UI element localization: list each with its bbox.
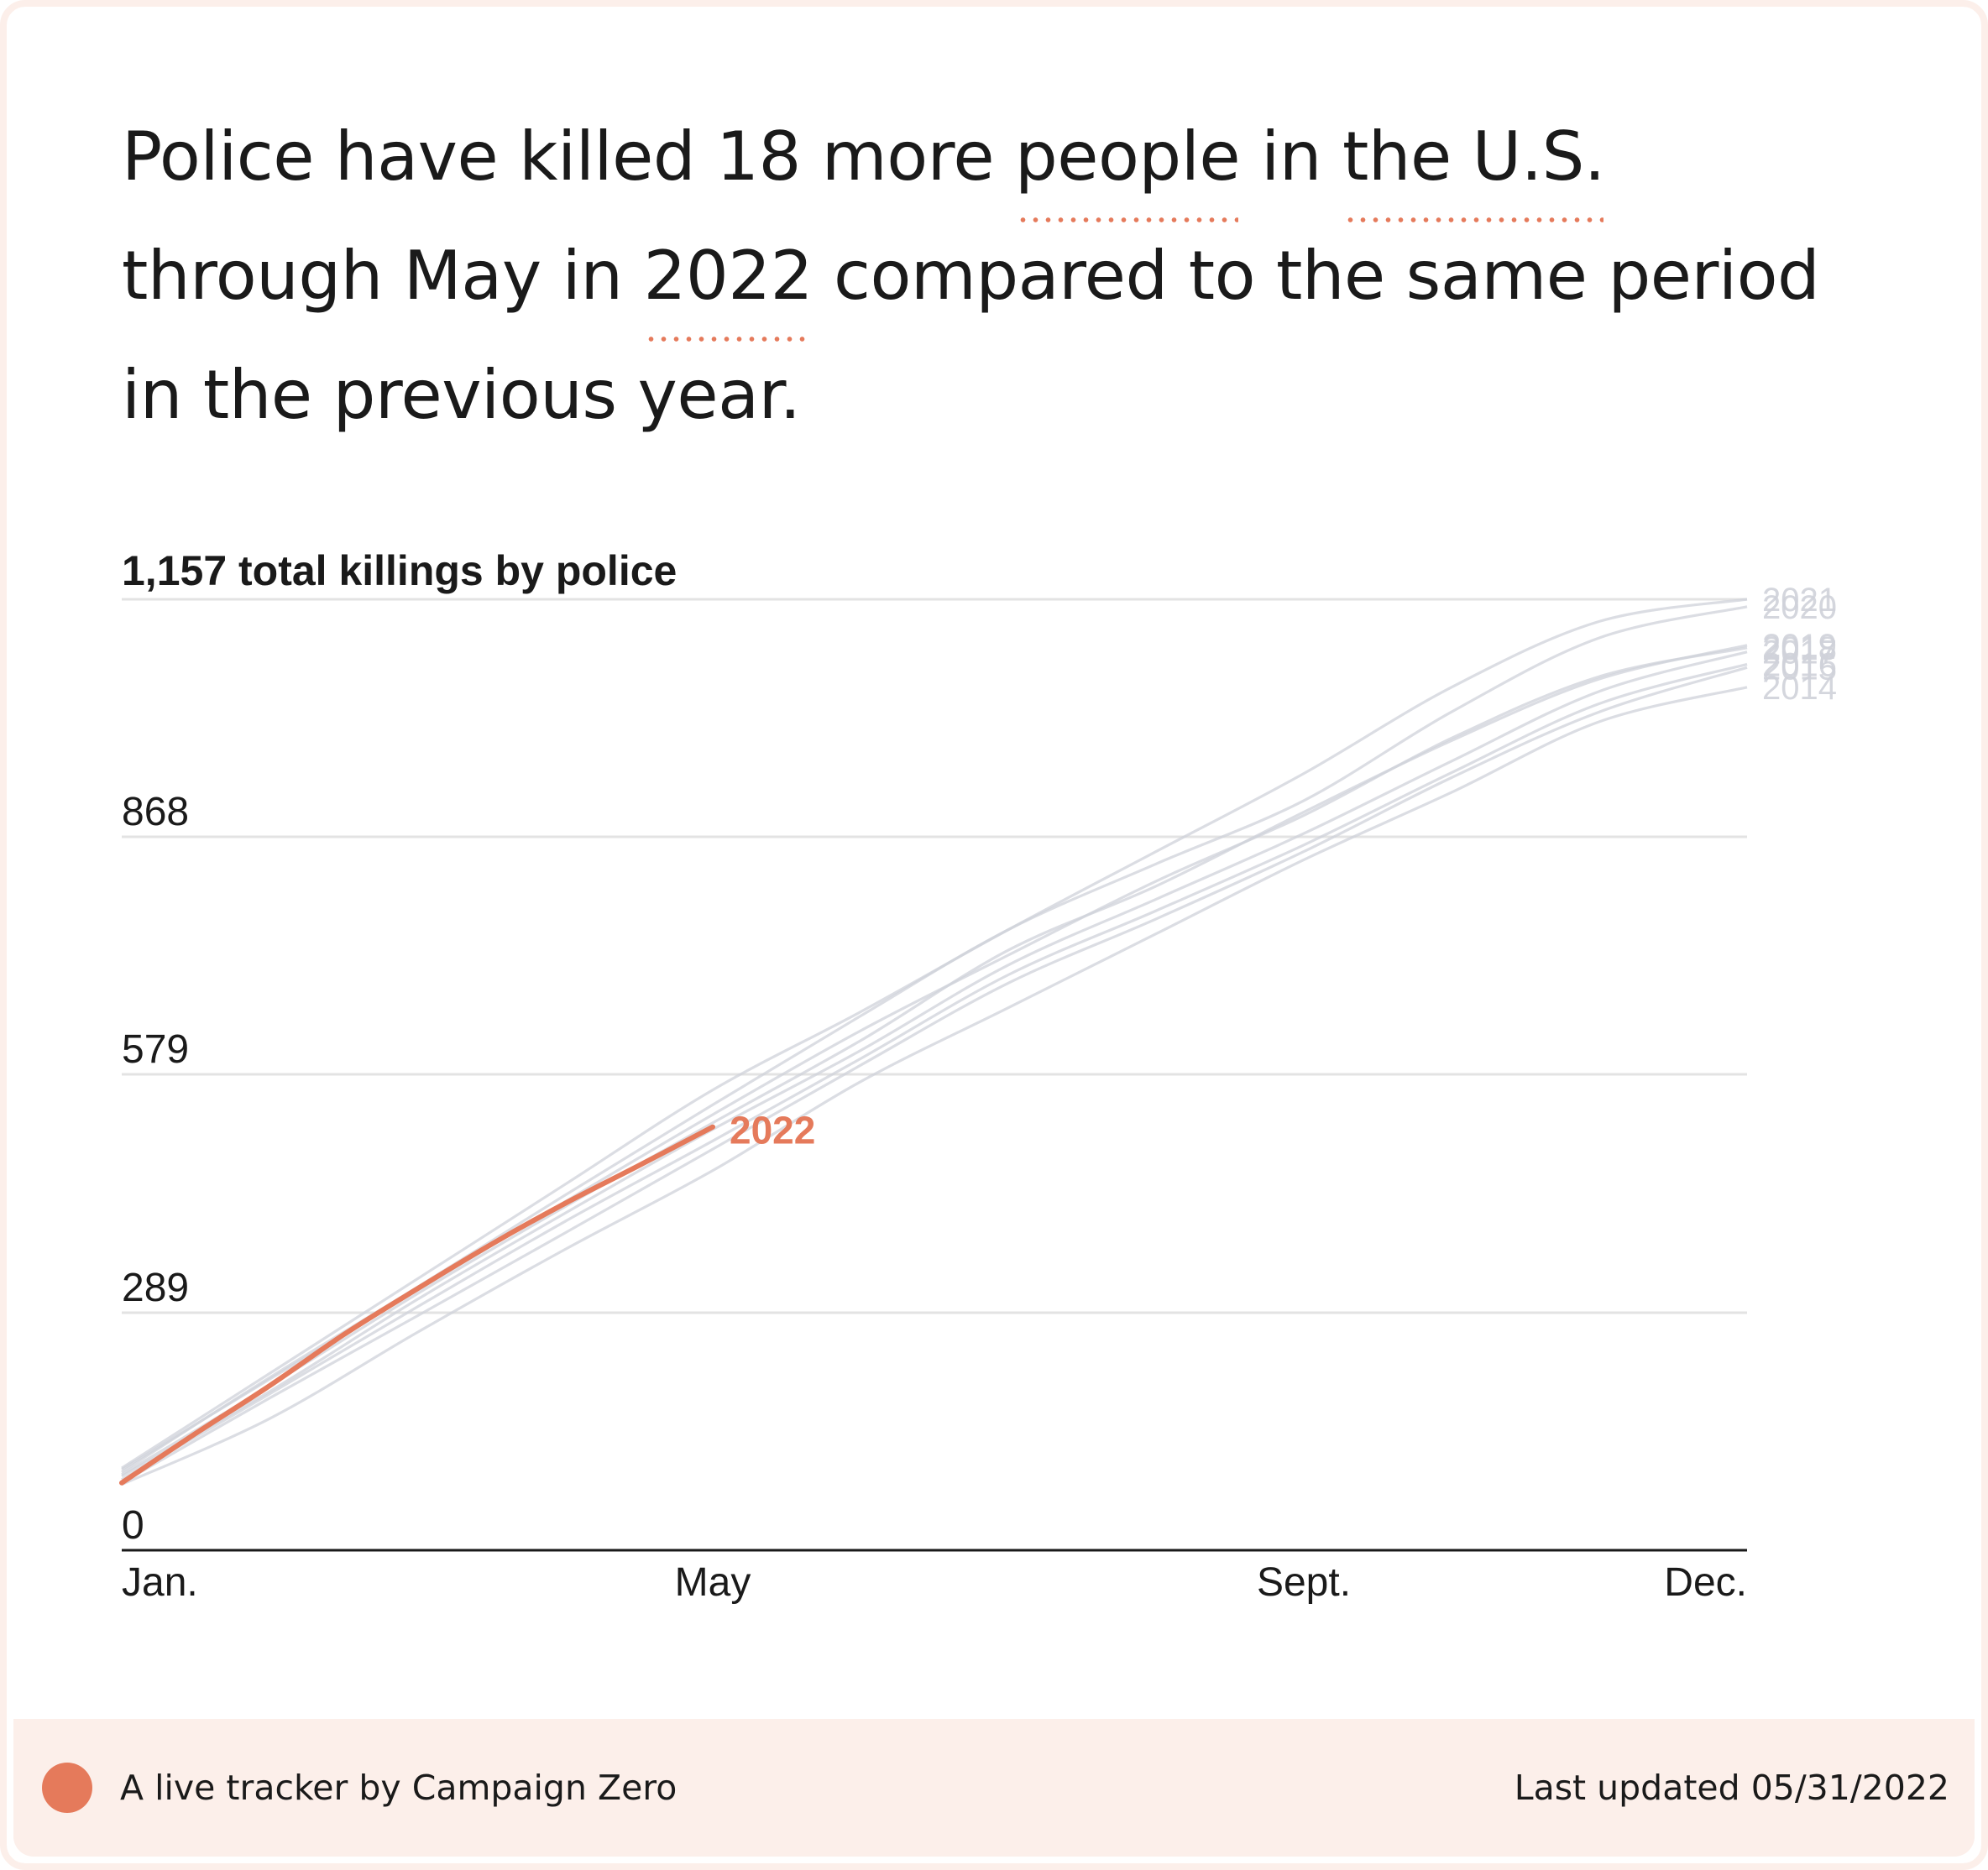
series-line-2021 [121,598,1748,1470]
series-label-2022: 2022 [730,1109,815,1152]
y-tick-label: 0 [122,1503,144,1548]
highlight-series: 2022 [119,1109,815,1486]
series-label-2021: 2021 [1762,582,1837,619]
series-line-2019 [121,644,1748,1476]
series-line-2014 [121,686,1748,1486]
footer: A live tracker by Campaign Zero Last upd… [13,1719,1975,1857]
people-dropdown[interactable]: people [1015,97,1241,223]
headline-text-4: compared to the same period in the previ… [122,237,1820,434]
series-line-2018 [121,646,1748,1471]
y-tick-label: 289 [122,1266,189,1310]
historical-series [121,598,1748,1486]
location-dropdown[interactable]: the U.S. [1342,97,1605,223]
last-updated: Last updated 05/31/2022 [1514,1768,1949,1808]
series-label-2016: 2016 [1762,646,1837,683]
series-label-2018: 2018 [1762,630,1837,667]
series-label-2015: 2015 [1762,650,1837,687]
x-tick-label: May [675,1560,751,1605]
series-label-2014: 2014 [1762,670,1837,707]
x-tick-label: Dec. [1664,1560,1747,1605]
chart-area: 2022 0 289 579 868 1,157 total killings by p… [7,7,1981,1736]
year-dropdown[interactable]: 2022 [643,217,814,342]
series-line-2015 [121,666,1748,1485]
headline-text-1: Police have killed 18 more [122,118,1015,196]
x-tick-label: Jan. [122,1560,198,1605]
y-tick-label: 579 [122,1027,189,1072]
headline-text-3: through May in [122,237,644,315]
brand-dot-icon [42,1763,92,1813]
series-label-2020: 2020 [1762,589,1837,626]
gridlines [122,598,1747,1552]
series-line-2016 [121,662,1748,1481]
series-label-2017: 2017 [1762,635,1837,671]
y-tick-label: 868 [122,790,189,834]
x-tick-label: Sept. [1257,1560,1351,1605]
headline-text-2: in [1240,118,1342,196]
series-line-2017 [121,650,1748,1478]
series-line-2022 [119,1124,715,1486]
axis-labels: 0 289 579 868 1,157 total killings by police… [122,547,1837,1605]
series-label-2019: 2019 [1762,628,1837,665]
chart-title: 1,157 total killings by police [122,547,677,594]
footer-credit: A live tracker by Campaign Zero [120,1768,677,1808]
killings-line-chart: 2022 0 289 579 868 1,157 total killings by p… [119,547,1837,1605]
headline: Police have killed 18 more people in the… [122,97,1885,455]
